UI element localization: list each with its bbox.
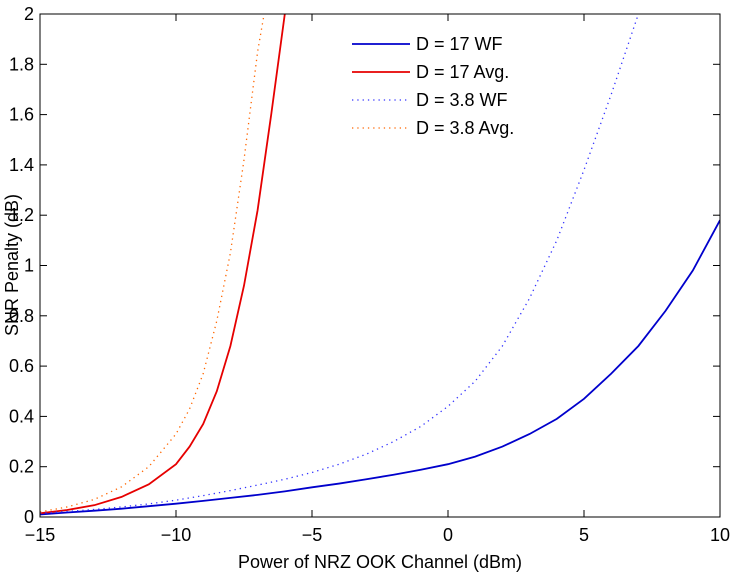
x-tick-label: −5 — [302, 525, 323, 545]
series-line-1 — [40, 219, 720, 516]
x-tick-label: −10 — [161, 525, 192, 545]
y-tick-label: 0.6 — [9, 356, 34, 376]
x-tick-label: 10 — [710, 525, 730, 545]
legend-entry-3: D = 3.8 WF — [416, 90, 508, 110]
plot-area — [40, 14, 720, 517]
y-tick-label: 0.4 — [9, 406, 34, 426]
x-tick-label: 5 — [579, 525, 589, 545]
legend-entry-4: D = 3.8 Avg. — [416, 118, 514, 138]
series-line-4 — [40, 14, 265, 513]
y-tick-label: 1.2 — [9, 205, 34, 225]
y-tick-label: 1.4 — [9, 155, 34, 175]
y-tick-label: 0.2 — [9, 457, 34, 477]
y-tick-label: 2 — [24, 4, 34, 24]
y-tick-label: 0 — [24, 507, 34, 527]
legend: D = 17 WF D = 17 Avg. D = 3.8 WF D = 3.8 Av… — [352, 34, 514, 138]
legend-entry-2: D = 17 Avg. — [416, 62, 509, 82]
y-axis-label: SNR Penalty (dB) — [2, 194, 22, 336]
series-layer — [40, 14, 720, 516]
series-line-2 — [40, 14, 286, 515]
x-axis-label: Power of NRZ OOK Channel (dBm) — [238, 552, 522, 572]
y-tick-label: 1 — [24, 256, 34, 276]
y-tick-label: 1.6 — [9, 105, 34, 125]
ticks-layer: −15 −10 −5 0 5 10 0 0.2 0.4 0.6 0.8 1 1.2 1.4 1.6 1.8 2 — [9, 4, 730, 545]
legend-entry-1: D = 17 WF — [416, 34, 503, 54]
y-tick-label: 0.8 — [9, 306, 34, 326]
x-tick-label: −15 — [25, 525, 56, 545]
y-tick-label: 1.8 — [9, 54, 34, 74]
x-tick-label: 0 — [443, 525, 453, 545]
